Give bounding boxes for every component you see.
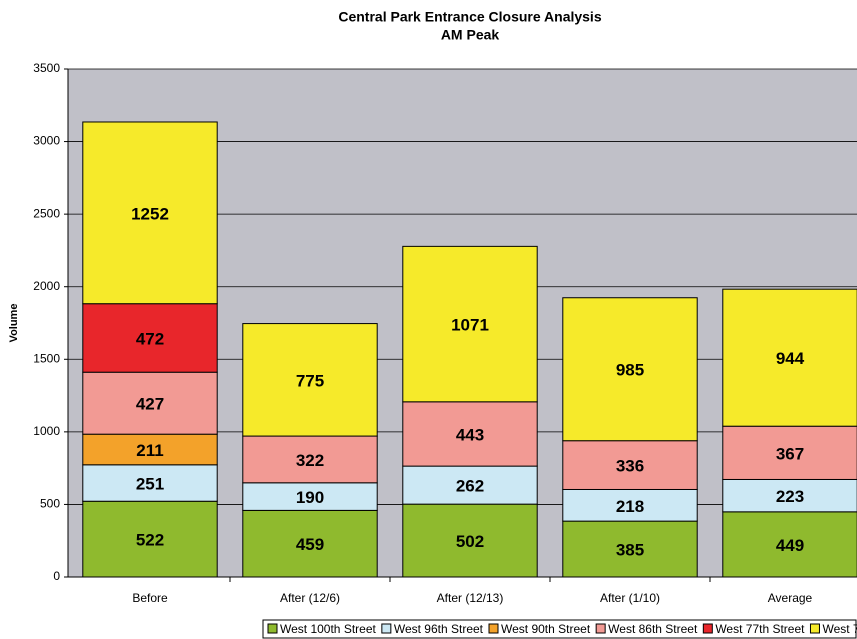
data-label: 449: [776, 536, 804, 555]
bar-segment: [82, 500, 218, 578]
data-label: 385: [616, 541, 644, 560]
y-tick-label: 500: [40, 497, 60, 511]
bar-segment: [402, 465, 538, 505]
y-tick-label: 1500: [33, 351, 60, 365]
y-tick-label: 1000: [33, 424, 60, 438]
x-tick-label: After (12/13): [437, 591, 504, 605]
y-tick-label: 2000: [33, 279, 60, 293]
data-label: 427: [136, 395, 164, 414]
x-tick-label: After (12/6): [280, 591, 340, 605]
y-tick-label: 2500: [33, 206, 60, 220]
y-tick-label: 3500: [33, 61, 60, 75]
legend-swatch: [267, 623, 278, 634]
data-label: 443: [456, 425, 484, 444]
bar-segment: [242, 509, 378, 578]
bar-segment: [402, 401, 538, 467]
bar-segment: [562, 488, 698, 522]
bar-segment: [402, 245, 538, 403]
y-tick-label: 3000: [33, 134, 60, 148]
data-label: 522: [136, 531, 164, 550]
data-label: 223: [776, 487, 804, 506]
bar-segment: [82, 433, 218, 466]
plot-area: 522 251 211 427 472 1252 459 190 322 775 502 262 443…: [68, 68, 857, 578]
chart-subtitle: AM Peak: [441, 27, 500, 43]
x-tick-label: Average: [768, 591, 813, 605]
data-label: 190: [296, 488, 324, 507]
bar-segment: [562, 297, 698, 442]
data-label: 472: [136, 329, 164, 348]
bar-segment: [82, 371, 218, 435]
bar-segment: [722, 288, 857, 427]
legend-label: West 90th Street: [501, 622, 591, 636]
legend-label: West 72nd Street: [822, 622, 857, 636]
legend-swatch: [488, 623, 499, 634]
bar-segment: [402, 503, 538, 578]
data-label: 251: [136, 475, 164, 494]
legend-swatch: [595, 623, 606, 634]
x-tick-label: Before: [132, 591, 168, 605]
bar-segment: [562, 520, 698, 578]
data-label: 262: [456, 477, 484, 496]
data-label: 1252: [131, 204, 169, 223]
legend-swatch: [702, 623, 713, 634]
bar-segment: [722, 478, 857, 513]
data-label: 336: [616, 457, 644, 476]
data-label: 1071: [451, 316, 489, 335]
data-label: 502: [456, 532, 484, 551]
y-tick-label: 0: [53, 569, 60, 583]
bar-segment: [722, 511, 857, 578]
legend-label: West 86th Street: [608, 622, 698, 636]
x-tick-label: After (1/10): [600, 591, 660, 605]
bar-segment: [82, 121, 218, 305]
data-label: 459: [296, 535, 324, 554]
legend-label: West 100th Street: [280, 622, 376, 636]
data-label: 218: [616, 497, 644, 516]
data-label: 322: [296, 451, 324, 470]
bar-segment: [82, 464, 218, 502]
data-label: 944: [776, 349, 805, 368]
legend-swatch: [809, 623, 820, 634]
bar-segment: [242, 323, 378, 437]
legend-swatch: [381, 623, 392, 634]
legend: West 100th Street West 96th Street West 90…: [262, 619, 857, 639]
bar-segment: [82, 303, 218, 373]
legend-label: West 96th Street: [394, 622, 484, 636]
bar-segment: [242, 435, 378, 484]
data-label: 775: [296, 371, 324, 390]
data-label: 211: [136, 441, 163, 460]
data-label: 367: [776, 444, 804, 463]
data-label: 985: [616, 361, 644, 380]
legend-label: West 77th Street: [715, 622, 805, 636]
y-axis-label: Volume: [8, 304, 20, 343]
chart-title: Central Park Entrance Closure Analysis: [338, 9, 601, 25]
